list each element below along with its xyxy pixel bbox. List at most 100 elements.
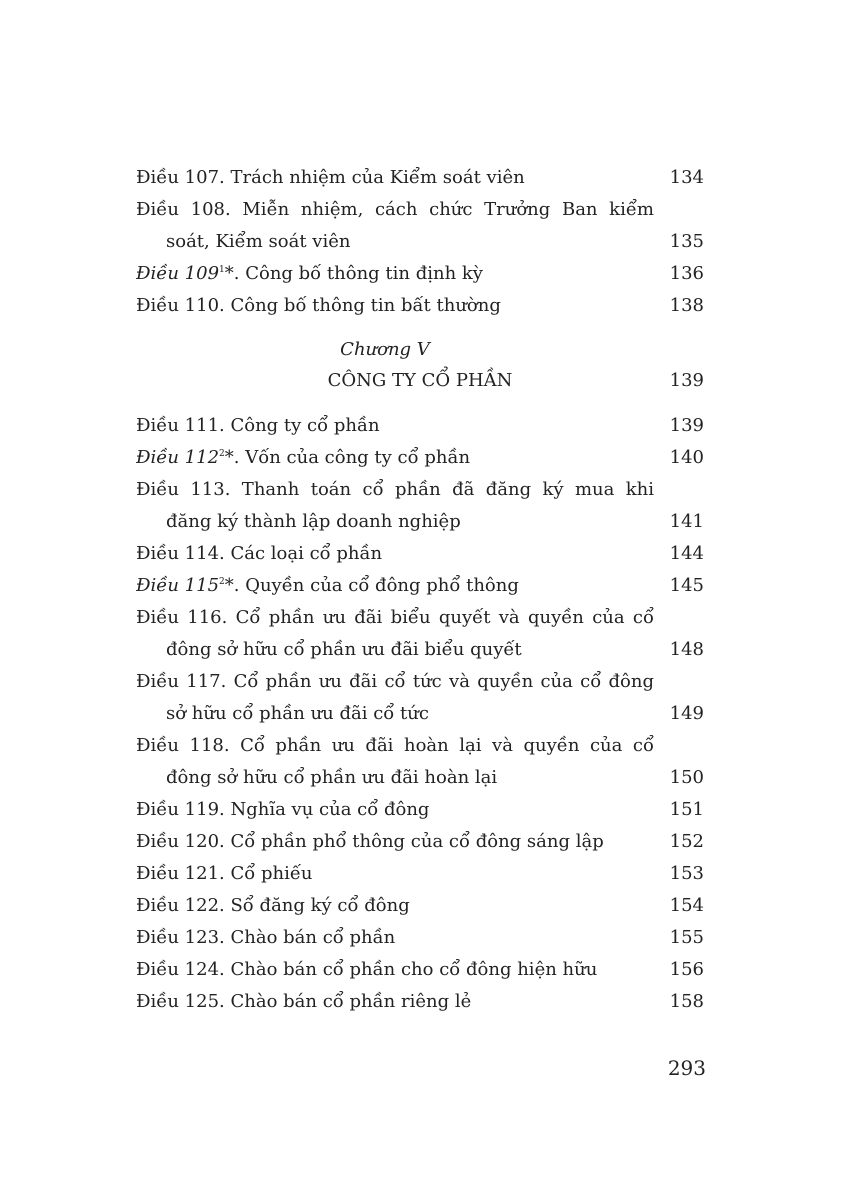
article-title: . Sổ đăng ký cổ đông: [219, 895, 410, 916]
entry-title: Điều 120. Cổ phần phổ thông của cổ đông …: [136, 826, 654, 858]
toc-entry: Điều 111. Công ty cổ phần 139: [136, 410, 704, 442]
chapter-page: 139: [669, 370, 704, 391]
article-title: *. Quyền của cổ đông phổ thông: [224, 575, 519, 596]
article-title: . Trách nhiệm của Kiểm soát viên: [219, 167, 525, 188]
article-label: Điều 124: [136, 959, 220, 980]
article-label: Điều 108: [136, 199, 225, 220]
article-title: . Thanh toán cổ phần đã đăng ký mua khi: [224, 479, 655, 500]
entry-page: 148: [669, 639, 704, 660]
entry-title: Điều 110. Công bố thông tin bất thường: [136, 290, 654, 322]
toc-entry: Điều 1091*. Công bố thông tin định kỳ 136: [136, 258, 704, 290]
page-number: 293: [667, 1056, 706, 1080]
article-label: Điều 121: [136, 863, 220, 884]
toc-entry: Điều 121. Cổ phiếu 153: [136, 858, 704, 890]
entry-title: Điều 116. Cổ phần ưu đãi biểu quyết và q…: [136, 602, 704, 634]
entry-page: 154: [669, 895, 704, 916]
entry-title: Điều 114. Các loại cổ phần: [136, 538, 654, 570]
toc-entry: Điều 110. Công bố thông tin bất thường 13…: [136, 290, 704, 322]
article-title: . Chào bán cổ phần riêng lẻ: [219, 991, 472, 1012]
entry-title: Điều 1091*. Công bố thông tin định kỳ: [136, 258, 654, 290]
entry-title: Điều 125. Chào bán cổ phần riêng lẻ: [136, 986, 654, 1018]
toc-entry: Điều 122. Sổ đăng ký cổ đông 154: [136, 890, 704, 922]
entry-page: 140: [669, 447, 704, 468]
article-label: Điều 114: [136, 543, 220, 564]
entry-title: Điều 118. Cổ phần ưu đãi hoàn lại và quy…: [136, 730, 704, 762]
entry-page: 141: [669, 511, 704, 532]
toc-entry: Điều 1152*. Quyền của cổ đông phổ thông 1…: [136, 570, 704, 602]
entry-title: Điều 111. Công ty cổ phần: [136, 410, 654, 442]
entry-page: 158: [669, 991, 704, 1012]
entry-title: Điều 107. Trách nhiệm của Kiểm soát viên: [136, 162, 654, 194]
toc-entry: Điều 107. Trách nhiệm của Kiểm soát viên…: [136, 162, 704, 194]
entry-page: 153: [669, 863, 704, 884]
article-title: . Chào bán cổ phần cho cổ đông hiện hữu: [219, 959, 598, 980]
article-title: . Chào bán cổ phần: [219, 927, 396, 948]
article-title: . Các loại cổ phần: [219, 543, 383, 564]
article-title-cont: sở hữu cổ phần ưu đãi cổ tức: [166, 703, 429, 724]
entry-page: 156: [669, 959, 704, 980]
article-label: Điều 122: [136, 895, 220, 916]
footnote-marker: 2: [219, 449, 225, 459]
entry-page: 150: [669, 767, 704, 788]
toc-group-1: Điều 107. Trách nhiệm của Kiểm soát viên…: [136, 162, 704, 322]
toc-entry: Điều 108. Miễn nhiệm, cách chức Trưởng B…: [136, 194, 704, 226]
article-title: . Cổ phiếu: [219, 863, 313, 884]
chapter-number: Chương V: [340, 339, 430, 360]
entry-title: Điều 108. Miễn nhiệm, cách chức Trưởng B…: [136, 194, 704, 226]
entry-title: Điều 122. Sổ đăng ký cổ đông: [136, 890, 654, 922]
toc-entry-continuation: sở hữu cổ phần ưu đãi cổ tức 149: [136, 698, 704, 730]
entry-page: 139: [669, 415, 704, 436]
article-label: Điều 125: [136, 991, 220, 1012]
entry-page: 135: [669, 231, 704, 252]
entry-title: Điều 117. Cổ phần ưu đãi cổ tức và quyền…: [136, 666, 704, 698]
entry-page: 145: [669, 575, 704, 596]
article-title: . Công bố thông tin bất thường: [219, 295, 501, 316]
article-label: Điều 113: [136, 479, 225, 500]
chapter-heading: Chương V CÔNG TY CỔ PHẦN 139: [136, 335, 704, 397]
toc-entry: Điều 125. Chào bán cổ phần riêng lẻ 158: [136, 986, 704, 1018]
toc-entry: Điều 123. Chào bán cổ phần 155: [136, 922, 704, 954]
entry-page: 138: [669, 295, 704, 316]
article-title: . Nghĩa vụ của cổ đông: [219, 799, 430, 820]
entry-title: Điều 124. Chào bán cổ phần cho cổ đông h…: [136, 954, 654, 986]
entry-page: 144: [669, 543, 704, 564]
article-label: Điều 116: [136, 607, 222, 628]
article-title-cont: đông sở hữu cổ phần ưu đãi hoàn lại: [166, 767, 498, 788]
article-title: . Công ty cổ phần: [219, 415, 380, 436]
chapter-title: CÔNG TY CỔ PHẦN: [327, 370, 513, 391]
article-title: . Miễn nhiệm, cách chức Trưởng Ban kiểm: [224, 199, 654, 220]
chapter-title-row: CÔNG TY CỔ PHẦN 139: [136, 365, 704, 397]
entry-title: Điều 1122*. Vốn của công ty cổ phần: [136, 442, 654, 474]
entry-page: 155: [669, 927, 704, 948]
article-label: Điều 109: [136, 263, 220, 284]
article-label: Điều 111: [136, 415, 220, 436]
toc-entry: Điều 118. Cổ phần ưu đãi hoàn lại và quy…: [136, 730, 704, 762]
article-label: Điều 119: [136, 799, 220, 820]
toc-entry-continuation: soát, Kiểm soát viên 135: [136, 226, 704, 258]
article-label: Điều 110: [136, 295, 220, 316]
article-label: Điều 118: [136, 735, 224, 756]
article-title: . Cổ phần ưu đãi cổ tức và quyền của cổ …: [220, 671, 654, 692]
toc-entry: Điều 120. Cổ phần phổ thông của cổ đông …: [136, 826, 704, 858]
entry-title: Điều 119. Nghĩa vụ của cổ đông: [136, 794, 654, 826]
toc-entry-continuation: đông sở hữu cổ phần ưu đãi biểu quyết 148: [136, 634, 704, 666]
article-title-cont: soát, Kiểm soát viên: [166, 231, 351, 252]
entry-page: 149: [669, 703, 704, 724]
article-label: Điều 115: [136, 575, 220, 596]
toc-entry-continuation: đăng ký thành lập doanh nghiệp 141: [136, 506, 704, 538]
article-title-cont: đông sở hữu cổ phần ưu đãi biểu quyết: [166, 639, 522, 660]
article-title-cont: đăng ký thành lập doanh nghiệp: [166, 511, 461, 532]
article-title: *. Vốn của công ty cổ phần: [224, 447, 471, 468]
toc-entry: Điều 1122*. Vốn của công ty cổ phần 140: [136, 442, 704, 474]
article-label: Điều 107: [136, 167, 220, 188]
toc-entry: Điều 113. Thanh toán cổ phần đã đăng ký …: [136, 474, 704, 506]
entry-page: 151: [669, 799, 704, 820]
entry-page: 134: [669, 167, 704, 188]
toc-group-2: Điều 111. Công ty cổ phần 139 Điều 1122*. …: [136, 410, 704, 1018]
article-label: Điều 117: [136, 671, 221, 692]
footnote-marker: 1: [219, 265, 225, 275]
article-title: . Cổ phần ưu đãi hoàn lại và quyền của c…: [223, 735, 655, 756]
article-label: Điều 120: [136, 831, 220, 852]
toc-entry-continuation: đông sở hữu cổ phần ưu đãi hoàn lại 150: [136, 762, 704, 794]
article-title: *. Công bố thông tin định kỳ: [224, 263, 483, 284]
